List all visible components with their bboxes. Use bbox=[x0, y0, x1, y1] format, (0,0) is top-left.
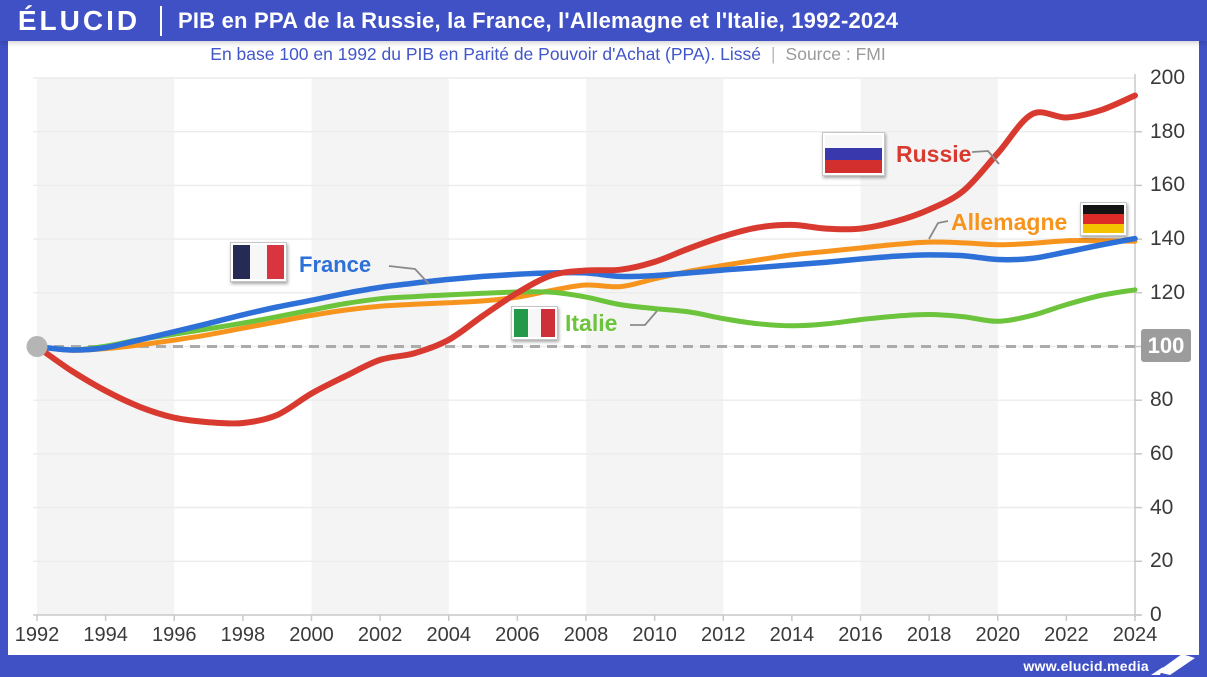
subtitle-separator: | bbox=[771, 44, 776, 64]
chart-title: PIB en PPA de la Russie, la France, l'Al… bbox=[178, 7, 899, 33]
subtitle-text: En base 100 en 1992 du PIB en Parité de … bbox=[210, 44, 761, 64]
series-line-allemagne bbox=[34, 237, 1138, 353]
right-border bbox=[1199, 0, 1207, 677]
legend-connector-allemagne bbox=[928, 220, 949, 240]
legend-connector-france bbox=[388, 265, 430, 285]
header-divider bbox=[160, 5, 162, 36]
start-dot bbox=[26, 336, 48, 357]
baseline-badge: 100 bbox=[1141, 329, 1191, 362]
flag-icon bbox=[1151, 654, 1195, 675]
source-label: Source : FMI bbox=[785, 44, 886, 64]
series-line-russie bbox=[34, 92, 1138, 427]
subtitle: En base 100 en 1992 du PIB en Parité de … bbox=[8, 44, 1088, 65]
footer-url: www.elucid.media bbox=[1023, 658, 1149, 674]
left-border bbox=[0, 0, 8, 677]
header-bar: ÉLUCID PIB en PPA de la Russie, la Franc… bbox=[0, 0, 1207, 41]
footer-bar: www.elucid.media bbox=[0, 654, 1207, 677]
legend-connector-italie bbox=[630, 310, 658, 326]
brand-logo: ÉLUCID bbox=[17, 5, 141, 36]
legend-connector-russie bbox=[971, 150, 1000, 165]
series-line-italie bbox=[34, 287, 1138, 353]
